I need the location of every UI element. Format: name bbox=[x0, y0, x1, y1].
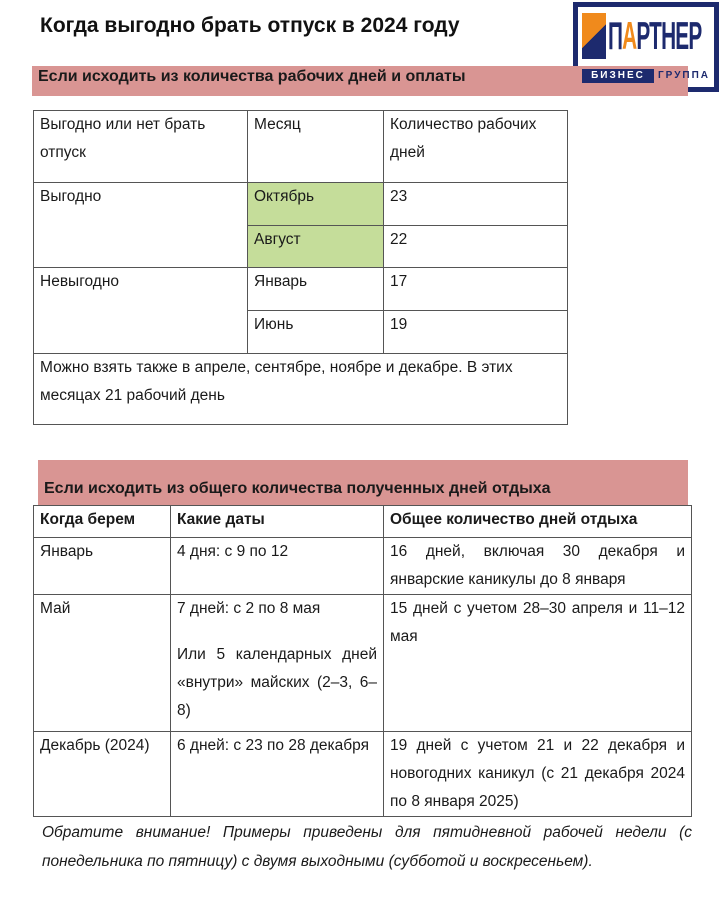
table-row: Декабрь (2024) 6 дней: с 23 по 28 декабр… bbox=[33, 731, 692, 817]
logo-wordmark: ПАРТНЕР bbox=[608, 13, 702, 58]
month-cell: Январь bbox=[247, 267, 384, 311]
month-cell: Август bbox=[247, 225, 384, 268]
days-cell: 17 bbox=[383, 267, 568, 311]
dates-line: 7 дней: с 2 по 8 мая bbox=[177, 600, 321, 617]
dates-cell: 7 дней: с 2 по 8 мая Или 5 календарных д… bbox=[170, 594, 384, 732]
days-cell: 19 bbox=[383, 310, 568, 354]
when-cell: Декабрь (2024) bbox=[33, 731, 171, 817]
total-cell: 15 дней с учетом 28–30 апреля и 11–12 ма… bbox=[383, 594, 692, 732]
days-cell: 23 bbox=[383, 182, 568, 226]
total-cell: 19 дней с учетом 21 и 22 декабря и новог… bbox=[383, 731, 692, 817]
dates-cell: 4 дня: с 9 по 12 bbox=[170, 537, 384, 595]
table-note: Можно взять также в апреле, сентябре, но… bbox=[33, 353, 568, 425]
header-cell: Общее количество дней отдыха bbox=[383, 505, 692, 538]
logo-sub-group: ГРУППА bbox=[658, 70, 711, 81]
header-cell: Количество рабочих дней bbox=[383, 110, 568, 183]
header-cell: Месяц bbox=[247, 110, 384, 183]
section1-heading: Если исходить из количества рабочих дней… bbox=[32, 66, 688, 96]
partner-logo: ПАРТНЕР БИЗНЕС ГРУППА bbox=[573, 2, 719, 92]
table-row: Выгодно Октябрь 23 bbox=[33, 182, 568, 268]
month-cell: Июнь bbox=[247, 310, 384, 354]
header-cell: Когда берем bbox=[33, 505, 171, 538]
header-cell: Какие даты bbox=[170, 505, 384, 538]
table-row: Январь 4 дня: с 9 по 12 16 дней, включая… bbox=[33, 537, 692, 595]
total-cell: 16 дней, включая 30 декабря и январские … bbox=[383, 537, 692, 595]
rest-days-table: Когда берем Какие даты Общее количество … bbox=[33, 505, 692, 817]
logo-emblem-icon bbox=[582, 13, 606, 59]
page-title: Когда выгодно брать отпуск в 2024 году bbox=[40, 14, 460, 37]
logo-sub-business: БИЗНЕС bbox=[582, 69, 654, 83]
dates-cell: 6 дней: с 23 по 28 декабря bbox=[170, 731, 384, 817]
table-row: Август 22 bbox=[34, 225, 568, 268]
group-label: Выгодно bbox=[33, 182, 248, 268]
table-row: Невыгодно Январь 17 bbox=[33, 267, 568, 354]
month-cell: Октябрь bbox=[247, 182, 384, 226]
header-cell: Выгодно или нет брать отпуск bbox=[33, 110, 248, 183]
workdays-table: Выгодно или нет брать отпуск Месяц Колич… bbox=[33, 110, 568, 425]
days-cell: 22 bbox=[383, 225, 568, 268]
dates-alt-line: Или 5 календарных дней «внутри» майских … bbox=[177, 646, 377, 719]
table-row: Июнь 19 bbox=[34, 310, 568, 354]
when-cell: Май bbox=[33, 594, 171, 732]
section2-heading: Если исходить из общего количества получ… bbox=[38, 460, 688, 505]
group-label: Невыгодно bbox=[33, 267, 248, 354]
when-cell: Январь bbox=[33, 537, 171, 595]
table-row: Май 7 дней: с 2 по 8 мая Или 5 календарн… bbox=[33, 594, 692, 732]
footnote: Обратите внимание! Примеры приведены для… bbox=[42, 824, 692, 870]
